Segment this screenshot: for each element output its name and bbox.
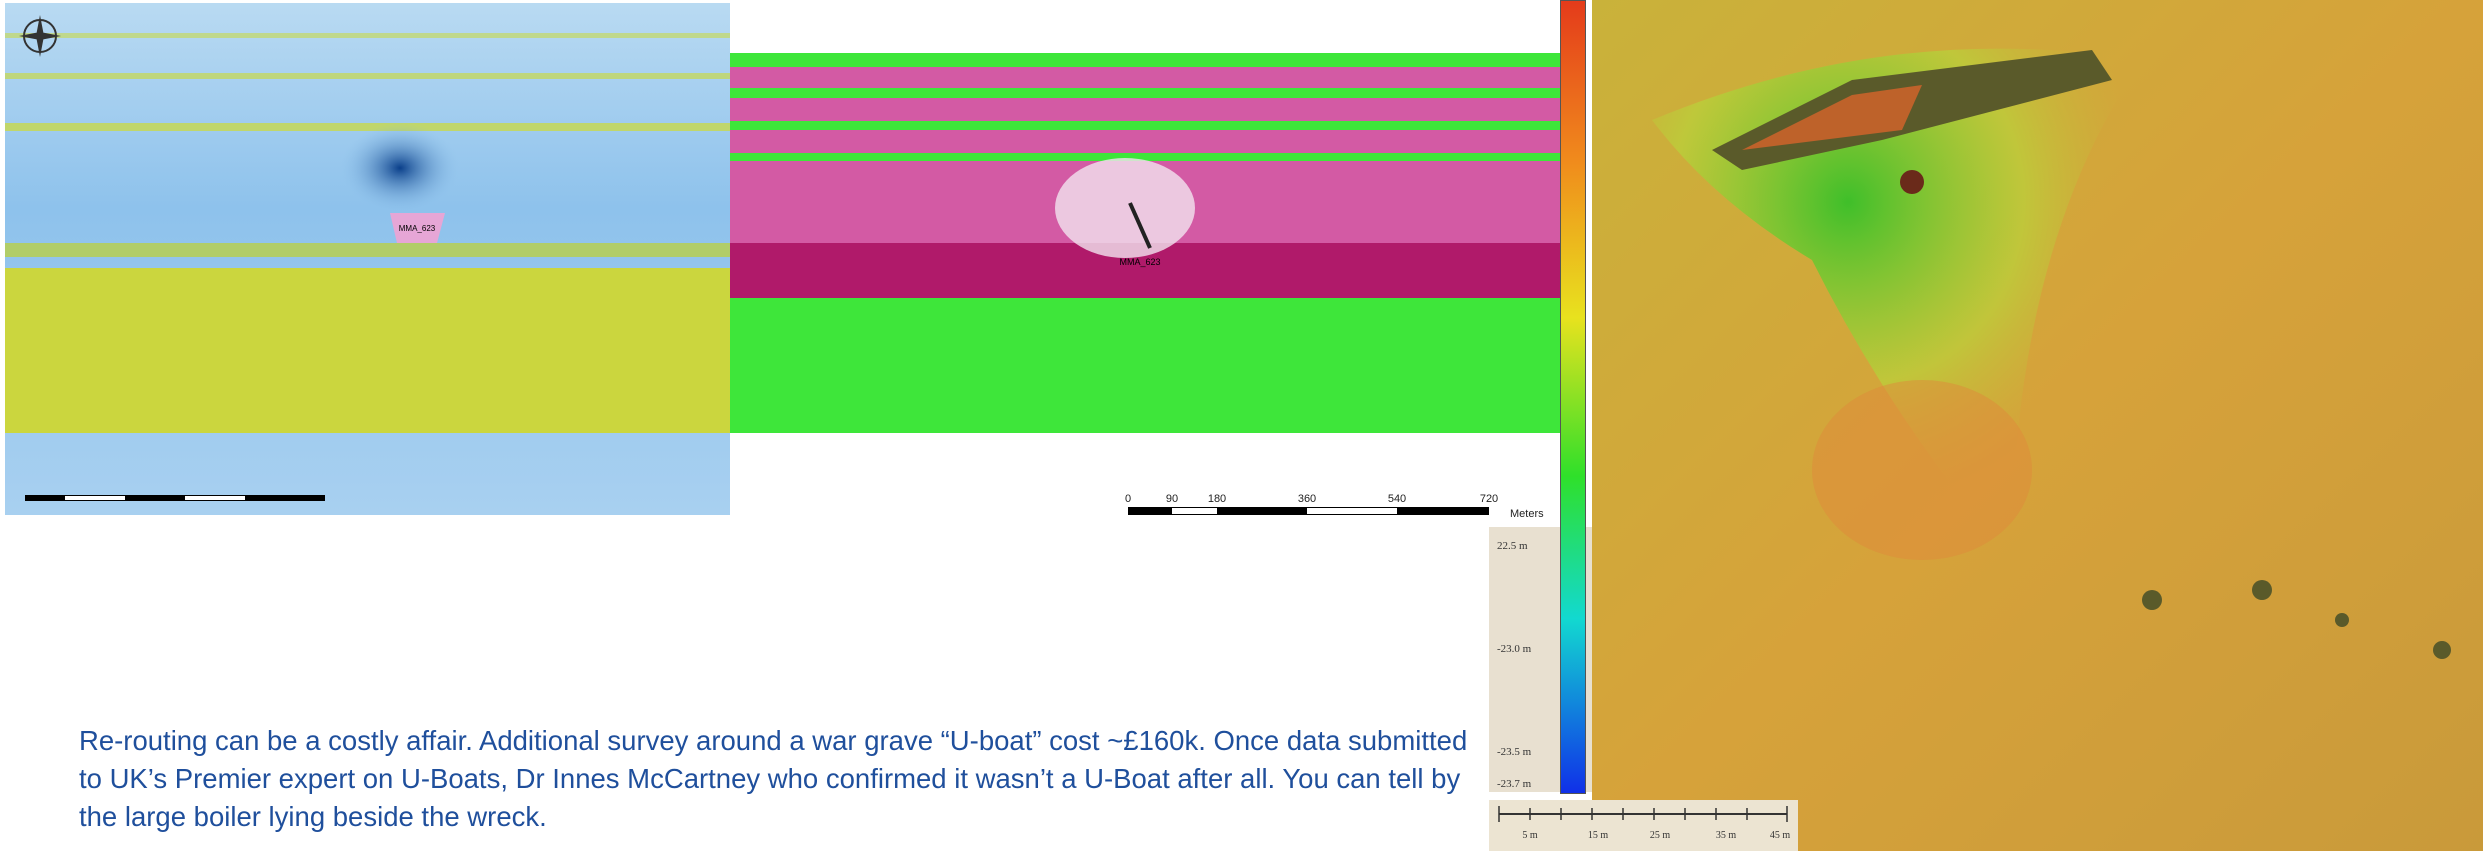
slide: MMA_623 MMA_623 0 90 180 360 540 720 Met… bbox=[0, 0, 2483, 851]
scale-tick-label: 180 bbox=[1208, 493, 1226, 505]
right-bathymetry-image bbox=[1592, 0, 2483, 851]
scale-tick-label: 360 bbox=[1298, 493, 1316, 505]
scale-tick-label: 45 m bbox=[1770, 830, 1790, 841]
legend-label: 22.5 m bbox=[1497, 540, 1528, 552]
scale-tick-label: 5 m bbox=[1522, 830, 1537, 841]
scale-tick-label: 720 bbox=[1480, 493, 1498, 505]
scale-tick-label: 90 bbox=[1166, 493, 1178, 505]
map-label: MMA_623 bbox=[399, 224, 436, 233]
legend-label: -23.7 m bbox=[1497, 778, 1531, 790]
map-label: MMA_623 bbox=[1119, 257, 1160, 267]
scale-tick-label: 0 bbox=[1125, 493, 1131, 505]
scale-bar bbox=[1489, 800, 1798, 851]
legend-label: -23.5 m bbox=[1497, 746, 1531, 758]
middle-survey-image: MMA_623 bbox=[730, 3, 1560, 527]
scale-tick-label: 35 m bbox=[1716, 830, 1736, 841]
scale-tick-label: 25 m bbox=[1650, 830, 1670, 841]
body-paragraph: Re-routing can be a costly affair. Addit… bbox=[79, 722, 1489, 836]
depth-color-bar bbox=[1560, 0, 1586, 794]
scale-tick-label: 15 m bbox=[1588, 830, 1608, 841]
left-survey-image: MMA_623 bbox=[5, 3, 730, 515]
scale-unit: Meters bbox=[1510, 508, 1544, 520]
scale-tick-label: 540 bbox=[1388, 493, 1406, 505]
legend-label: -23.0 m bbox=[1497, 643, 1531, 655]
